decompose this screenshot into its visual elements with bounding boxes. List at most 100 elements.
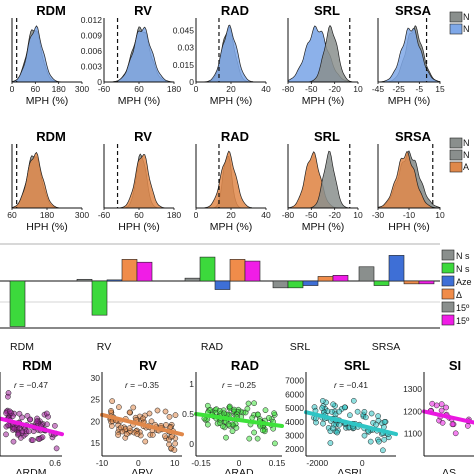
y-tick-label: 2000 bbox=[285, 444, 304, 454]
legend-swatch bbox=[449, 11, 463, 23]
y-tick-label: 3000 bbox=[285, 430, 304, 440]
correlation-value: = −0.41 bbox=[337, 380, 368, 390]
x-tick-label: 60 bbox=[134, 210, 144, 220]
scatter-point bbox=[245, 400, 252, 407]
bar-legend-label: 15º bbox=[456, 316, 470, 326]
bar-legend-swatch bbox=[441, 275, 455, 287]
scatter-point bbox=[26, 428, 32, 435]
bar-rad-0 bbox=[184, 277, 201, 282]
scatter-point bbox=[319, 398, 326, 404]
scatter-point bbox=[16, 425, 23, 432]
panel-title: RV bbox=[134, 3, 152, 18]
scatter-point bbox=[219, 423, 226, 430]
scatter-point bbox=[244, 405, 251, 412]
density-curve-mph-rv-1 bbox=[104, 26, 175, 83]
bar-rad-4 bbox=[244, 260, 261, 282]
bar-legend-swatch bbox=[441, 262, 455, 274]
bar-srl-0 bbox=[272, 280, 289, 289]
correlation-r: r bbox=[222, 380, 226, 390]
y-tick-label: 5000 bbox=[285, 403, 304, 413]
x-tick-label: 40 bbox=[261, 210, 271, 220]
panel-title: RDM bbox=[36, 3, 66, 18]
y-tick-label: 0.03 bbox=[177, 43, 194, 53]
bar-category-label: RAD bbox=[201, 341, 224, 353]
scatter-point bbox=[380, 447, 386, 454]
scatter-point bbox=[347, 412, 353, 419]
legend-label: N bbox=[463, 24, 470, 34]
y-tick-label: 0.045 bbox=[173, 25, 195, 35]
scatter-panel-scatter-srl: SRL r = −0.41 2000 3000 4000 5000 6000 7000 -200… bbox=[285, 358, 398, 474]
scatter-point bbox=[319, 405, 325, 411]
legend-label: N bbox=[463, 150, 470, 160]
x-tick-label: 0 bbox=[10, 84, 15, 94]
x-tick-label: 60 bbox=[7, 210, 17, 220]
x-tick-label: 300 bbox=[75, 210, 89, 220]
scatter-point bbox=[204, 402, 211, 409]
y-tick-label: 0.009 bbox=[81, 31, 103, 41]
scatter-point bbox=[5, 393, 11, 400]
scatter-panel-scatter-rv: RV r = −0.35 15 20 25 30 -10 0 10 ΔRV bbox=[91, 358, 184, 474]
scatter-point bbox=[221, 410, 227, 417]
bar-rad-1 bbox=[199, 256, 216, 282]
density-panel-mph-srl: SRL -80 -50 -20 10 MPH (%) bbox=[282, 3, 363, 107]
scatter-point bbox=[16, 410, 23, 417]
scatter-point bbox=[272, 440, 278, 447]
legend-swatch bbox=[449, 149, 463, 161]
scatter-point bbox=[115, 432, 121, 438]
density-panel-hph-srl: SRL -80 -50 -20 10 MPH (%) bbox=[282, 129, 363, 233]
bar-legend-swatch bbox=[441, 314, 455, 326]
density-curve-mph-srsa-1 bbox=[377, 27, 441, 83]
x-tick-label: -80 bbox=[282, 210, 295, 220]
scatter-point bbox=[367, 438, 374, 445]
bar-category-label: SRSA bbox=[372, 341, 401, 353]
bar-rv-0 bbox=[76, 278, 93, 282]
scatter-point bbox=[33, 418, 40, 425]
scatter-point bbox=[341, 404, 348, 411]
x-axis-label: MPH (%) bbox=[302, 221, 345, 233]
bar-legend-label: 15º bbox=[456, 303, 470, 313]
scatter-point bbox=[134, 431, 141, 437]
scatter-point bbox=[44, 421, 50, 428]
scatter-point bbox=[123, 431, 130, 437]
y-tick-label: 15 bbox=[91, 438, 101, 448]
y-tick-label: 1200 bbox=[403, 406, 422, 416]
x-tick-label: 180 bbox=[167, 84, 181, 94]
panel-title: SRSA bbox=[395, 3, 432, 18]
x-tick-label: -50 bbox=[305, 84, 318, 94]
panel-title: RDM bbox=[36, 129, 66, 144]
regression-line bbox=[100, 412, 184, 437]
x-tick-label: -60 bbox=[98, 210, 111, 220]
x-tick-label: -50 bbox=[305, 210, 318, 220]
scatter-title: SI bbox=[449, 358, 461, 373]
scatter-point bbox=[327, 440, 334, 446]
density-panel-hph-rad: RAD 0 20 40 MPH (%) bbox=[194, 129, 271, 233]
x-axis-label: HPH (%) bbox=[118, 221, 159, 233]
x-tick-label: 180 bbox=[52, 84, 66, 94]
scatter-point bbox=[162, 408, 169, 415]
x-tick-label: 0.6 bbox=[49, 458, 61, 468]
x-tick-label: 60 bbox=[134, 84, 144, 94]
x-axis-label: MPH (%) bbox=[302, 95, 345, 107]
correlation-r: r bbox=[125, 380, 129, 390]
panel-title: SRL bbox=[314, 129, 340, 144]
density-curve-hph-srsa-1 bbox=[377, 150, 441, 209]
x-axis-label: ΔRDM bbox=[16, 467, 47, 474]
density-panel-mph-rdm: RDM 0 60 180 300 MPH (%) bbox=[10, 3, 90, 107]
summary-bar-chart: RDM RV RAD SRL SRSA N s N s Aze Δ 15º 15º bbox=[0, 243, 472, 353]
y-tick-label: 1 bbox=[189, 379, 194, 389]
scatter-point bbox=[262, 407, 269, 414]
scatter-point bbox=[29, 437, 36, 444]
bar-legend-swatch bbox=[441, 288, 455, 300]
correlation-value: = −0.25 bbox=[225, 380, 256, 390]
bar-srsa-2 bbox=[388, 255, 405, 282]
bar-category-label: RV bbox=[97, 341, 111, 353]
scatter-point bbox=[433, 402, 440, 409]
x-tick-label: 0 bbox=[194, 210, 199, 220]
scatter-point bbox=[126, 425, 133, 432]
scatter-point bbox=[27, 416, 34, 423]
bar-legend-label: Δ bbox=[456, 290, 462, 300]
density-panel-hph-rdm: RDM 60 180 300 HPH (%) bbox=[7, 129, 89, 233]
scatter-panel-scatter-srsa: SI 1100 1200 1300 ΔS bbox=[403, 358, 474, 474]
x-tick-label: 0 bbox=[136, 458, 141, 468]
scatter-point bbox=[381, 418, 388, 425]
